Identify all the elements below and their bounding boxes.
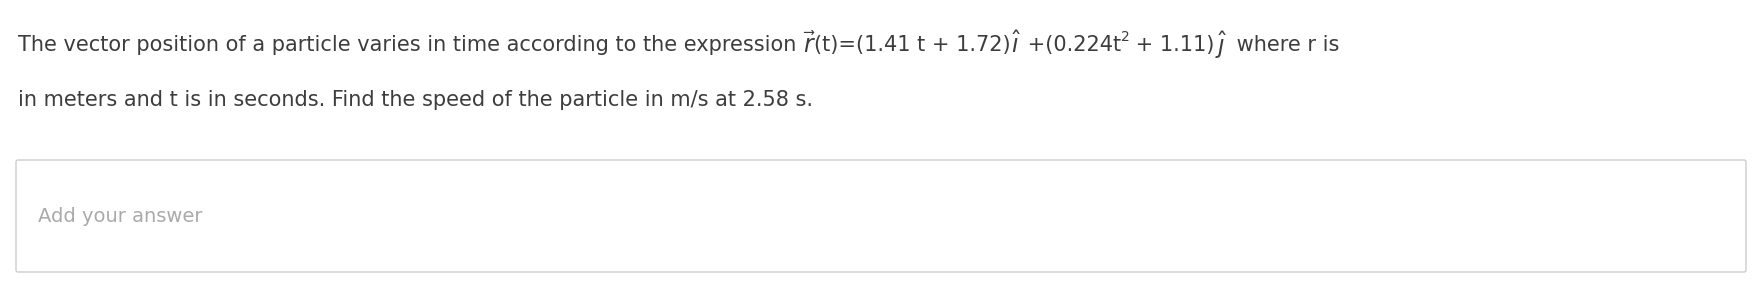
Text: in meters and t is in seconds. Find the speed of the particle in m/s at 2.58 s.: in meters and t is in seconds. Find the …: [18, 90, 812, 110]
Text: +(0.224t: +(0.224t: [1020, 35, 1121, 55]
Text: (t)=(1.41 t + 1.72): (t)=(1.41 t + 1.72): [814, 35, 1011, 55]
Text: $\vec{r}$: $\vec{r}$: [803, 32, 816, 58]
Text: $\hat{\imath}$: $\hat{\imath}$: [1011, 32, 1020, 58]
FancyBboxPatch shape: [16, 160, 1746, 272]
Text: The vector position of a particle varies in time according to the expression: The vector position of a particle varies…: [18, 35, 803, 55]
Text: 2: 2: [1121, 30, 1129, 44]
Text: + 1.11): + 1.11): [1129, 35, 1214, 55]
Text: $\hat{\jmath}$: $\hat{\jmath}$: [1214, 29, 1228, 61]
Text: Add your answer: Add your answer: [39, 206, 203, 225]
Text: where r is: where r is: [1230, 35, 1339, 55]
